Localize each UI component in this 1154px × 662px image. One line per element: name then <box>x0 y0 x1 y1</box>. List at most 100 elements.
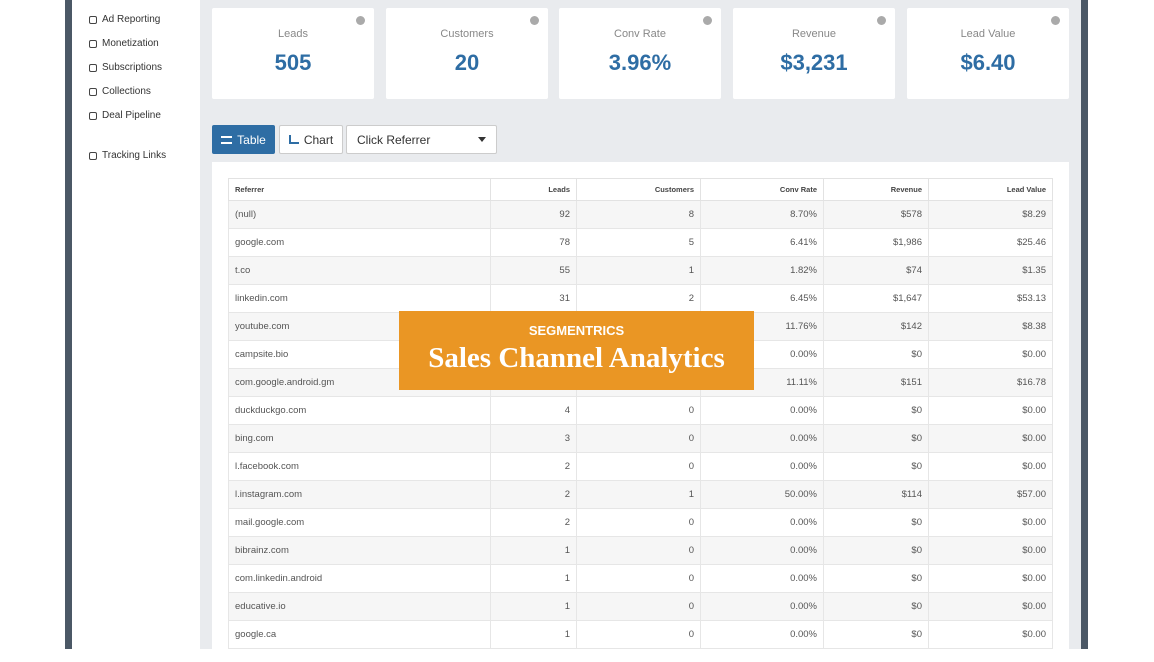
table-row: bibrainz.com 1 0 0.00% $0 $0.00 <box>228 536 1053 565</box>
column-header[interactable]: Lead Value <box>928 178 1053 201</box>
frame <box>1081 0 1088 649</box>
table-cell: 8.70% <box>700 200 824 229</box>
table-cell: $0.00 <box>928 508 1053 537</box>
sidebar-item[interactable]: Subscriptions <box>89 62 162 73</box>
table-cell: $25.46 <box>928 228 1053 257</box>
table-cell: $0 <box>823 620 929 649</box>
column-header[interactable]: Revenue <box>823 178 929 201</box>
dropdown-label: Click Referrer <box>357 132 431 147</box>
table-cell: mail.google.com <box>228 508 491 537</box>
table-cell: bibrainz.com <box>228 536 491 565</box>
kpi-label: Revenue <box>791 28 837 40</box>
table-cell: 2 <box>490 508 577 537</box>
kpi-card: Leads 505 <box>212 8 374 99</box>
column-header[interactable]: Referrer <box>228 178 491 201</box>
table-cell: 2 <box>490 480 577 509</box>
kpi-value: 20 <box>454 50 480 75</box>
table-cell: 0 <box>576 396 701 425</box>
table-tab[interactable]: Table <box>212 125 275 154</box>
column-header[interactable]: Leads <box>490 178 577 201</box>
kpi-value: 3.96% <box>608 50 672 75</box>
table-cell: 1 <box>490 536 577 565</box>
chart-tab[interactable]: Chart <box>279 125 343 154</box>
kpi-label: Customers <box>440 28 494 40</box>
table-cell: $0.00 <box>928 424 1053 453</box>
table-cell: 92 <box>490 200 577 229</box>
table-cell: 5 <box>576 228 701 257</box>
table-row: t.co 55 1 1.82% $74 $1.35 <box>228 256 1053 285</box>
sidebar-item[interactable]: Collections <box>89 86 151 97</box>
table-cell: $0.00 <box>928 340 1053 369</box>
table-cell: $1,647 <box>823 284 929 313</box>
referrer-dropdown[interactable]: Click Referrer <box>346 125 497 154</box>
table-row: mail.google.com 2 0 0.00% $0 $0.00 <box>228 508 1053 537</box>
table-cell: 0.00% <box>700 564 824 593</box>
column-header[interactable]: Conv Rate <box>700 178 824 201</box>
table-cell: 1 <box>490 620 577 649</box>
table-cell: $0.00 <box>928 536 1053 565</box>
table-row: l.facebook.com 2 0 0.00% $0 $0.00 <box>228 452 1053 481</box>
icon <box>221 135 233 144</box>
icon <box>288 135 299 144</box>
table-cell: $578 <box>823 200 929 229</box>
sidebar: Ad Reporting Monetization Subscriptions Col… <box>72 0 201 649</box>
table-cell: $0 <box>823 592 929 621</box>
table-cell: google.ca <box>228 620 491 649</box>
kpi-card: Conv Rate 3.96% <box>559 8 721 99</box>
sidebar-item[interactable]: Deal Pipeline <box>89 110 161 121</box>
info-icon <box>703 16 712 25</box>
table-cell: 0.00% <box>700 508 824 537</box>
table-row: duckduckgo.com 4 0 0.00% $0 $0.00 <box>228 396 1053 425</box>
info-icon <box>1051 16 1060 25</box>
table-cell: 31 <box>490 284 577 313</box>
table-cell: $8.38 <box>928 312 1053 341</box>
kpi-card: Customers 20 <box>386 8 548 99</box>
table-cell: 1 <box>490 592 577 621</box>
table-cell: (null) <box>228 200 491 229</box>
table-cell: $1.35 <box>928 256 1053 285</box>
table-row: google.ca 1 0 0.00% $0 $0.00 <box>228 620 1053 649</box>
tab-label: Chart <box>303 132 334 147</box>
info-icon <box>530 16 539 25</box>
table-cell: 1 <box>490 564 577 593</box>
table-cell: $0.00 <box>928 592 1053 621</box>
sidebar-item[interactable]: Tracking Links <box>89 150 166 161</box>
icon <box>89 39 97 48</box>
table-cell: 78 <box>490 228 577 257</box>
table-cell: $1,986 <box>823 228 929 257</box>
table-cell: 0.00% <box>700 424 824 453</box>
table-cell: 4 <box>490 396 577 425</box>
table-cell: 0 <box>576 536 701 565</box>
table-cell: 0 <box>576 564 701 593</box>
table-cell: 6.41% <box>700 228 824 257</box>
title-banner: SEGMENTRICS Sales Channel Analytics <box>399 311 754 390</box>
table-cell: $0 <box>823 424 929 453</box>
item-label: Deal Pipeline <box>102 110 161 121</box>
table-cell: $0 <box>823 396 929 425</box>
table-cell: $53.13 <box>928 284 1053 313</box>
kpi-value: $3,231 <box>780 50 848 75</box>
kpi-value: 505 <box>274 50 312 75</box>
table-row: bing.com 3 0 0.00% $0 $0.00 <box>228 424 1053 453</box>
sidebar-item[interactable]: Monetization <box>89 38 159 49</box>
column-header[interactable]: Customers <box>576 178 701 201</box>
table-cell: 2 <box>490 452 577 481</box>
table-cell: 3 <box>490 424 577 453</box>
table-cell: $0.00 <box>928 452 1053 481</box>
banner-title: Sales Channel Analytics <box>428 342 725 374</box>
sidebar-item[interactable]: Ad Reporting <box>89 14 160 25</box>
item-label: Subscriptions <box>102 62 163 73</box>
table-cell: 0.00% <box>700 592 824 621</box>
table-cell: 0.00% <box>700 452 824 481</box>
table-cell: $0 <box>823 340 929 369</box>
table-cell: $0.00 <box>928 564 1053 593</box>
tab-label: Table <box>237 132 266 147</box>
table-cell: $0.00 <box>928 396 1053 425</box>
table-cell: 1.82% <box>700 256 824 285</box>
item-label: Monetization <box>102 38 159 49</box>
table-cell: 1 <box>576 256 701 285</box>
table-cell: educative.io <box>228 592 491 621</box>
table-row: educative.io 1 0 0.00% $0 $0.00 <box>228 592 1053 621</box>
icon <box>89 15 97 24</box>
